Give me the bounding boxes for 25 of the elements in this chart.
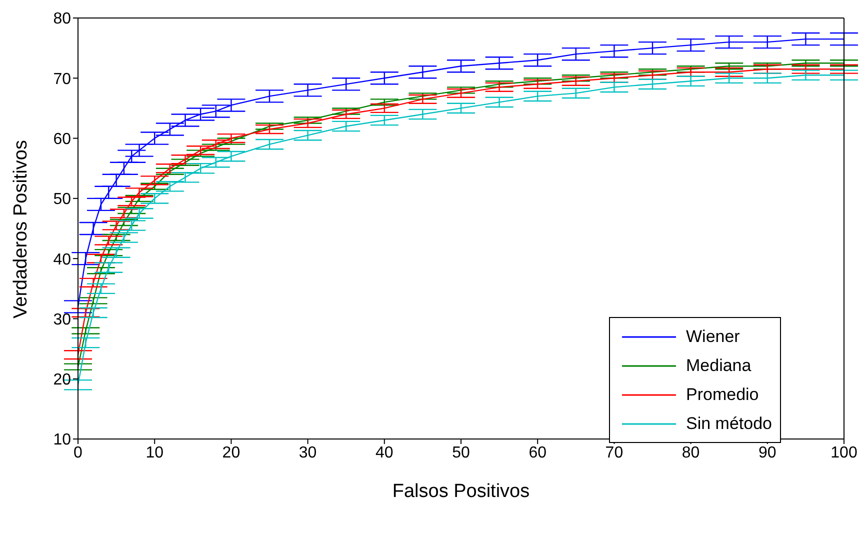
x-tick-label: 60 xyxy=(528,444,547,462)
x-axis-title: Falsos Positivos xyxy=(392,481,530,502)
x-tick-label: 80 xyxy=(682,444,700,462)
y-tick-label: 60 xyxy=(53,130,72,148)
legend-label: Promedio xyxy=(686,384,759,404)
x-tick-label: 50 xyxy=(452,444,470,462)
legend-label: Mediana xyxy=(686,356,752,376)
y-tick-label: 10 xyxy=(53,432,72,449)
legend-label: Sin método xyxy=(686,414,772,434)
x-tick-label: 20 xyxy=(222,444,240,462)
y-tick-label: 20 xyxy=(53,372,72,389)
y-axis-title: Verdaderos Positivos xyxy=(10,140,32,318)
x-tick-label: 40 xyxy=(376,444,394,462)
x-tick-label: 100 xyxy=(830,444,858,462)
x-tick-label: 30 xyxy=(298,444,317,462)
y-tick-label: 30 xyxy=(53,311,72,328)
y-tick-label: 40 xyxy=(53,251,72,268)
x-tick-label: 10 xyxy=(146,444,164,462)
y-tick-label: 70 xyxy=(53,70,72,88)
x-tick-label: 0 xyxy=(74,444,83,462)
x-tick-label: 90 xyxy=(758,444,776,462)
y-tick-label: 50 xyxy=(53,191,72,208)
legend-label: Wiener xyxy=(686,326,740,346)
y-tick-label: 80 xyxy=(53,10,72,28)
x-tick-label: 70 xyxy=(605,444,624,462)
